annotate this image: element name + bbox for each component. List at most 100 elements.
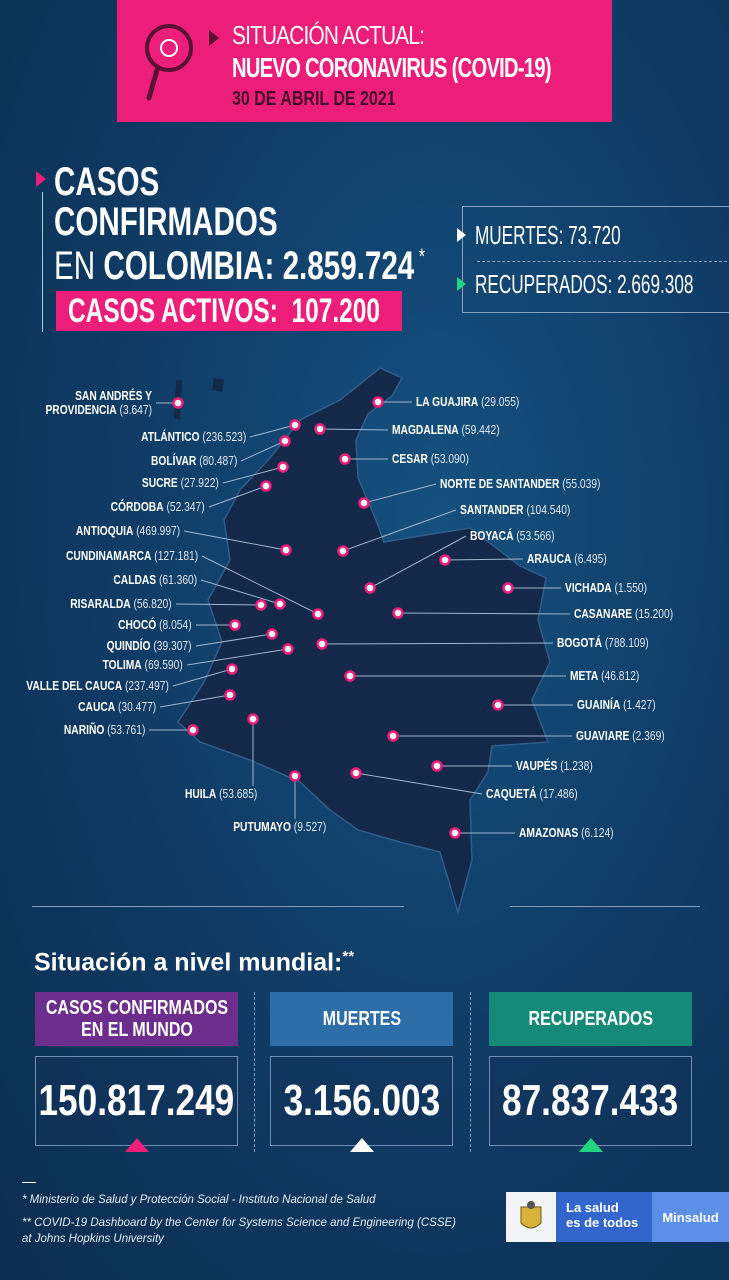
department-dot [266, 628, 278, 640]
department-label: CUNDINAMARCA (127.181) [65, 549, 198, 563]
department-label: SAN ANDRÉS Y PROVIDENCIA (3.647) [45, 389, 152, 417]
department-dot [364, 582, 376, 594]
leader-line [201, 555, 319, 615]
department-label: LA GUAJIRA (29.055) [416, 395, 520, 409]
department-label: CÓRDOBA (52.347) [110, 500, 205, 514]
department-label: ANTIOQUIA (469.997) [75, 524, 180, 538]
leader-line [183, 530, 287, 551]
stats-box: MUERTES: 73.720 RECUPERADOS: 2.669.308 [457, 206, 729, 313]
department-dot [392, 607, 404, 619]
divider [510, 906, 700, 907]
department-dot [316, 638, 328, 650]
department-label: PUTUMAYO (9.527) [233, 820, 327, 834]
magnifier-virus-icon [145, 24, 193, 101]
world-column-value: 87.837.433 [489, 1056, 692, 1146]
department-label: CAUCA (30.477) [77, 700, 156, 714]
department-label: META (46.812) [570, 669, 640, 683]
department-dot [492, 699, 504, 711]
leader-line [186, 648, 289, 666]
casos-line1: CASOS [54, 160, 160, 204]
department-label: TOLIMA (69.590) [102, 658, 183, 672]
department-label: BOYACÁ (53.566) [470, 529, 555, 543]
department-label: BOGOTÁ (788.109) [557, 636, 649, 650]
department-label: VICHADA (1.550) [565, 581, 648, 595]
department-dot [274, 598, 286, 610]
divider [254, 992, 255, 1152]
casos-line2: CONFIRMADOS [54, 200, 278, 244]
department-dot [312, 608, 324, 620]
department-dot [172, 397, 184, 409]
minsalud-logo: La salud es de todos Minsalud [506, 1192, 729, 1242]
leader-line [321, 642, 554, 645]
world-column-header: MUERTES [270, 992, 453, 1046]
header-date: 30 DE ABRIL DE 2021 [232, 88, 396, 110]
leader-line [355, 772, 483, 795]
logo-brand: Minsalud [652, 1192, 729, 1242]
colombia-map [149, 367, 573, 915]
department-dot [224, 689, 236, 701]
casos-total-line: EN COLOMBIA: 2.859.724 * [54, 244, 426, 288]
header-title-1: SITUACIÓN ACTUAL: [232, 20, 425, 50]
department-label: SUCRE (27.922) [142, 476, 219, 490]
leader-line [159, 694, 231, 708]
department-label: CHOCÓ (8.054) [118, 618, 192, 632]
header-title-2: NUEVO CORONAVIRUS (COVID-19) [232, 52, 552, 83]
department-dot [247, 713, 259, 725]
arrow-icon [457, 228, 466, 242]
department-dot [339, 453, 351, 465]
department-label: BOLÍVAR (80.487) [150, 454, 237, 468]
department-label: CASANARE (15.200) [574, 607, 674, 621]
up-arrow-icon [124, 1138, 149, 1152]
arrow-icon [209, 30, 219, 46]
leader-line [195, 633, 273, 647]
up-arrow-icon [349, 1138, 374, 1152]
department-dot [260, 480, 272, 492]
world-title: Situación a nivel mundial:** [34, 948, 355, 977]
footnote-2: ** COVID-19 Dashboard by the Center for … [22, 1217, 457, 1229]
leader-line [172, 668, 233, 687]
recuperados-stat: RECUPERADOS: 2.669.308 [475, 269, 694, 299]
department-label: RISARALDA (56.820) [70, 597, 172, 611]
leader-line [249, 424, 296, 438]
department-dot [372, 396, 384, 408]
leader-line [200, 579, 281, 605]
department-dot [229, 619, 241, 631]
asterisk: * [418, 244, 426, 269]
world-column-header: CASOS CONFIRMADOS EN EL MUNDO [35, 992, 238, 1046]
header-banner: SITUACIÓN ACTUAL: NUEVO CORONAVIRUS (COV… [117, 0, 612, 122]
leader-line [240, 440, 286, 462]
department-dot [431, 760, 443, 772]
casos-activos-badge: CASOS ACTIVOS: 107.200 [56, 291, 402, 331]
department-dot [226, 663, 238, 675]
logo-slogan: La salud es de todos [556, 1192, 652, 1242]
leader-line [342, 509, 457, 552]
department-label: GUAINÍA (1.427) [577, 698, 656, 712]
department-label: QUINDÍO (39.307) [107, 639, 192, 653]
leader-line [222, 466, 284, 484]
arrow-icon [36, 171, 46, 187]
department-dot [277, 461, 289, 473]
department-dot [289, 770, 301, 782]
department-label: HUILA (53.685) [184, 787, 258, 801]
department-label: SANTANDER (104.540) [460, 503, 571, 517]
department-label: AMAZONAS (6.124) [519, 826, 614, 840]
leader-line [444, 558, 524, 561]
coat-of-arms-icon [506, 1192, 556, 1242]
department-dot [344, 670, 356, 682]
department-dot [289, 419, 301, 431]
department-dot [282, 643, 294, 655]
department-label: NORTE DE SANTANDER (55.039) [440, 477, 601, 491]
leader-line [319, 428, 389, 431]
world-column-value: 150.817.249 [35, 1056, 238, 1146]
department-label: CALDAS (61.360) [113, 573, 197, 587]
department-label: CESAR (53.090) [392, 452, 469, 466]
casos-total: 2.859.724 [282, 244, 415, 288]
department-label: VAUPÉS (1.238) [516, 759, 593, 773]
leader-line [175, 603, 262, 606]
department-dot [350, 767, 362, 779]
footnote-1: * Ministerio de Salud y Protección Socia… [22, 1194, 376, 1206]
department-label: ARAUCA (6.495) [527, 552, 607, 566]
colombia-shape [177, 367, 551, 915]
department-label: VALLE DEL CAUCA (237.497) [26, 679, 169, 693]
divider [42, 192, 43, 332]
